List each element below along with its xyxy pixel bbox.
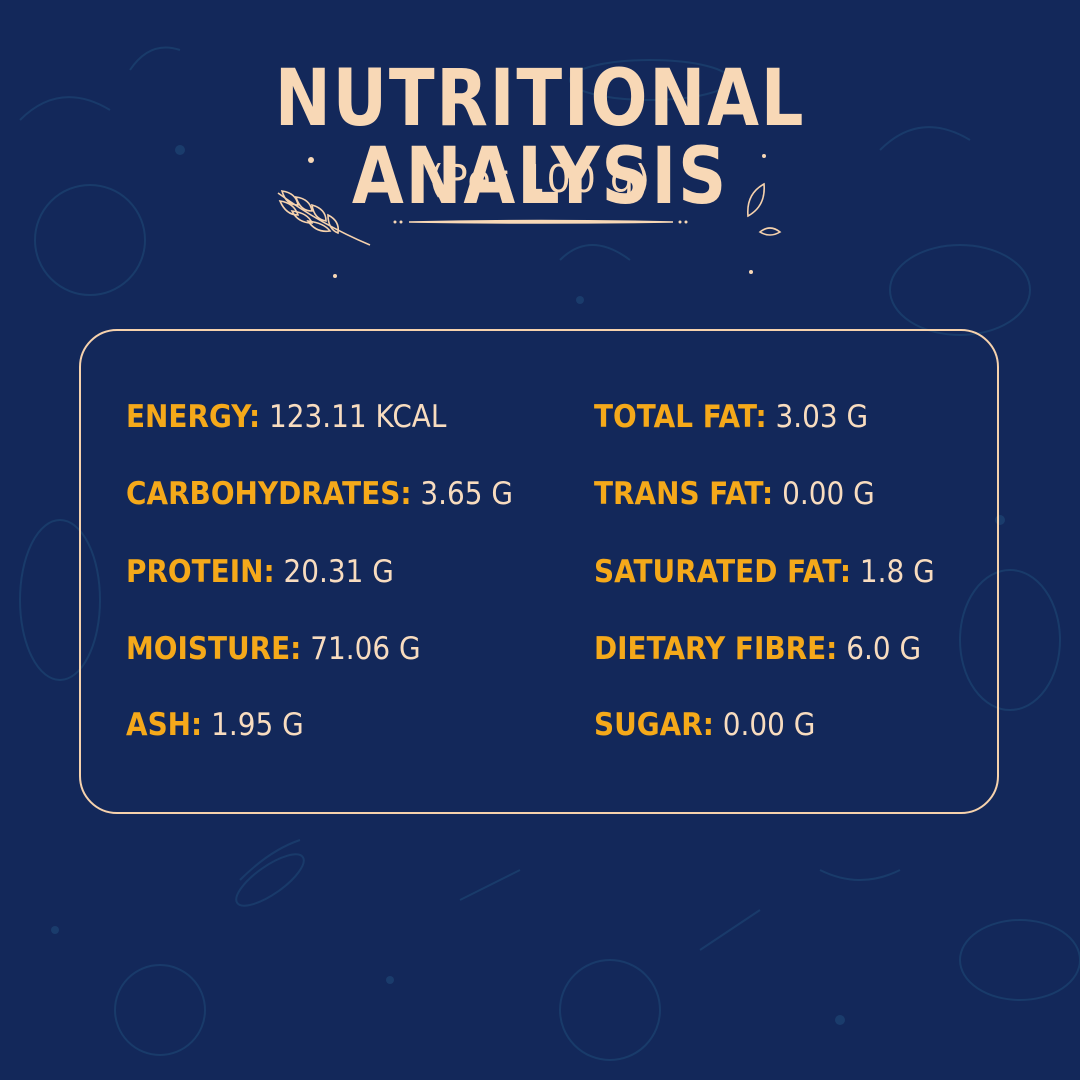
nutrient-label: SUGAR: [594, 707, 714, 743]
nutrient-row-carbohydrates: CARBOHYDRATES: 3.65 G [126, 479, 513, 510]
decorative-dot [762, 154, 766, 158]
nutrient-value: 3.65 G [420, 476, 513, 512]
nutrient-label: SATURATED FAT: [594, 554, 852, 590]
page-subtitle: (Per 100 g) [428, 157, 652, 201]
nutrient-label: TOTAL FAT: [594, 399, 767, 435]
nutrient-value: 0.00 G [782, 476, 875, 512]
nutrient-label: PROTEIN: [126, 554, 275, 590]
nutrient-row-moisture: MOISTURE: 71.06 G [126, 634, 421, 665]
nutrient-value: 1.8 G [859, 554, 935, 590]
nutrient-label: DIETARY FIBRE: [594, 631, 838, 667]
nutrient-value: 6.0 G [846, 631, 922, 667]
page-title: NUTRITIONAL ANALYSIS [274, 54, 806, 222]
nutrient-label: ASH: [126, 707, 203, 743]
nutrition-card [79, 329, 999, 814]
nutrient-label: ENERGY: [126, 399, 261, 435]
divider-line-icon [393, 219, 688, 224]
leaf-sprig-icon [277, 190, 371, 246]
nutrient-row-protein: PROTEIN: 20.31 G [126, 557, 394, 588]
nutrient-value: 3.03 G [775, 399, 869, 435]
nutrient-label: MOISTURE: [126, 631, 302, 667]
decorative-dot [749, 270, 753, 274]
nutrient-label: TRANS FAT: [594, 476, 774, 512]
nutrient-row-dietary-fibre: DIETARY FIBRE: 6.0 G [594, 634, 921, 665]
nutrient-value: 0.00 G [722, 707, 816, 743]
nutrient-value: 1.95 G [211, 707, 304, 743]
nutrient-value: 20.31 G [283, 554, 394, 590]
decorative-dot [308, 157, 314, 163]
nutrient-row-ash: ASH: 1.95 G [126, 710, 304, 741]
nutrient-row-trans-fat: TRANS FAT: 0.00 G [594, 479, 875, 510]
leaf-pair-icon [747, 182, 782, 236]
nutrient-value: 71.06 G [310, 631, 421, 667]
nutrient-row-total-fat: TOTAL FAT: 3.03 G [594, 402, 868, 433]
nutrient-value: 123.11 KCAL [269, 399, 447, 435]
nutrient-row-sugar: SUGAR: 0.00 G [594, 710, 815, 741]
nutrient-label: CARBOHYDRATES: [126, 476, 412, 512]
decorative-dot [333, 274, 337, 278]
nutrient-row-saturated-fat: SATURATED FAT: 1.8 G [594, 557, 935, 588]
nutrient-row-energy: ENERGY: 123.11 KCAL [126, 402, 446, 433]
